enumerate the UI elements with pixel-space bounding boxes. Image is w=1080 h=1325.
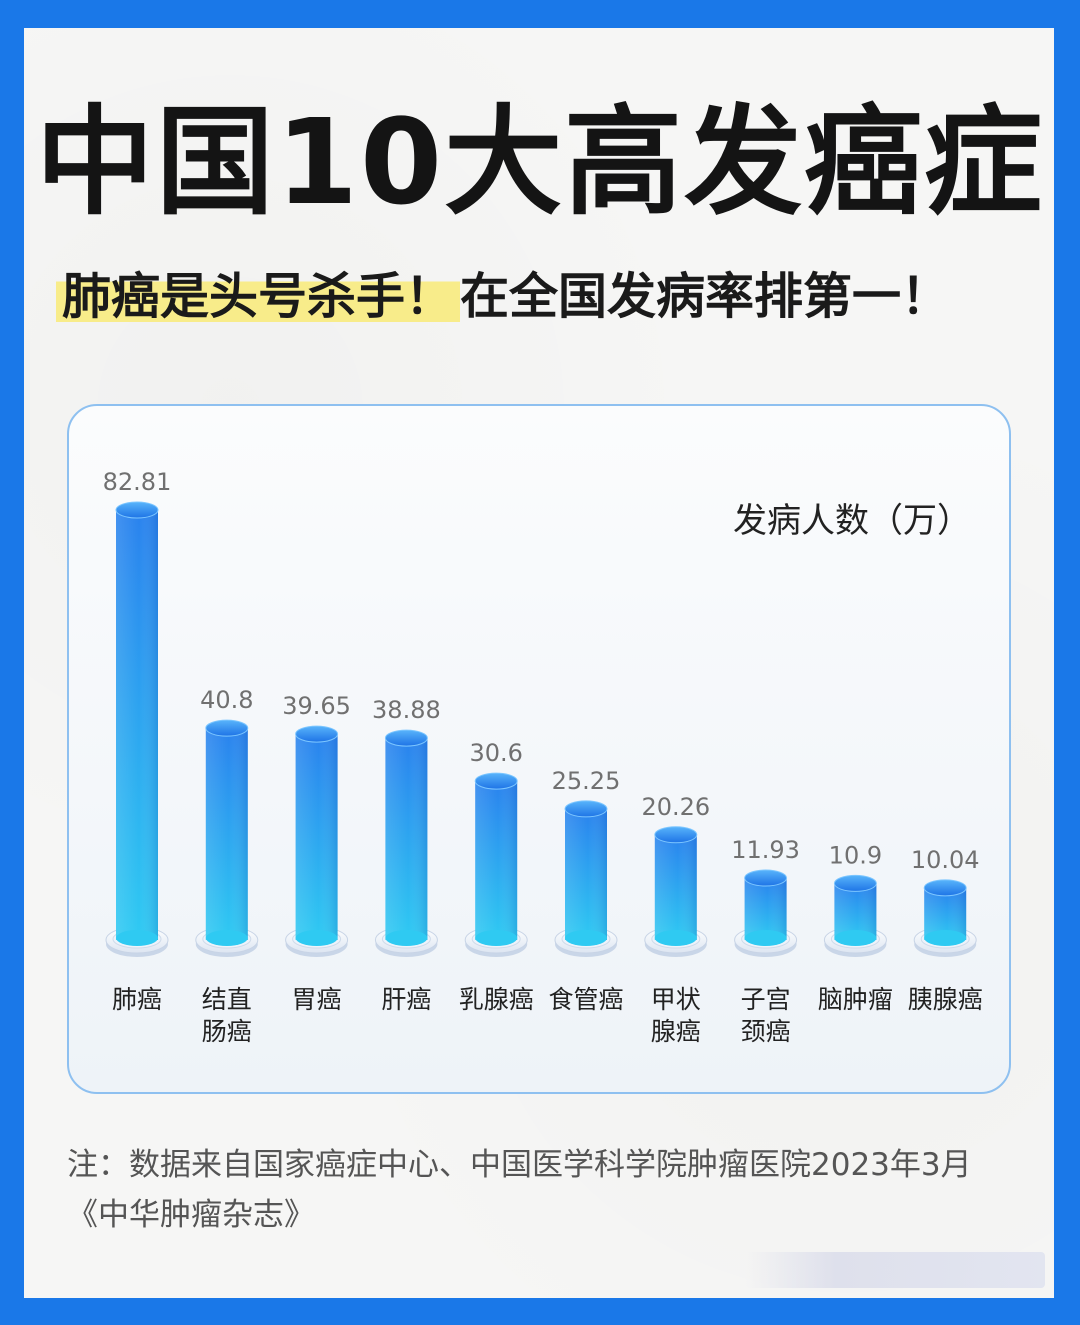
bar-shading xyxy=(565,808,607,940)
bar-value-label: 38.88 xyxy=(372,696,441,724)
subtitle-highlight: 肺癌是头号杀手！ xyxy=(56,262,461,332)
category-label: 腺癌 xyxy=(651,1017,701,1046)
bar-top-cap xyxy=(744,869,788,887)
category-label: 脑肿瘤 xyxy=(818,985,893,1014)
bar-value-label: 30.6 xyxy=(469,739,522,767)
bar-shading xyxy=(475,781,518,940)
bar-top-cap xyxy=(295,725,339,743)
bar-bottom-cap xyxy=(385,930,428,946)
category-label: 胰腺癌 xyxy=(908,985,983,1014)
subtitle: 肺癌是头号杀手！ 在全国发病率排第一！ xyxy=(56,262,1036,332)
unit-label: 发病人数（万） xyxy=(733,501,971,541)
category-label: 肺癌 xyxy=(112,985,162,1014)
bar-top-cap xyxy=(564,800,608,818)
bar-value-label: 11.93 xyxy=(731,836,800,864)
bar-top-cap xyxy=(205,719,249,737)
bar-value-label: 20.26 xyxy=(641,793,710,821)
category-label: 颈癌 xyxy=(741,1017,791,1046)
chart-card: 发病人数（万） 82.81 肺癌 40.8 结直肠癌 39.65 胃癌 38.88 肝癌 30.… xyxy=(67,404,1011,1094)
page-title: 中国10大高发癌症 xyxy=(35,93,1045,231)
bar-top-cap xyxy=(654,826,698,844)
category-label: 甲状 xyxy=(651,985,701,1014)
bar-top-cap xyxy=(923,879,967,897)
bar-bottom-cap xyxy=(565,930,607,946)
bar-top-cap xyxy=(833,874,877,892)
bar-value-label: 25.25 xyxy=(552,767,621,795)
bar-value-label: 10.9 xyxy=(829,841,882,869)
category-label: 乳腺癌 xyxy=(459,985,534,1014)
bar-top-cap xyxy=(474,772,518,790)
footnote: 注：数据来自国家癌症中心、中国医学科学院肿瘤医院2023年3月《中华肿瘤杂志》 xyxy=(67,1147,972,1233)
category-label: 子宫 xyxy=(741,985,791,1014)
bar-shading xyxy=(116,510,158,940)
category-label: 肝癌 xyxy=(381,985,431,1014)
bar-value-label: 40.8 xyxy=(200,686,253,714)
bar-bottom-cap xyxy=(295,930,338,946)
bar-bottom-cap xyxy=(924,930,967,946)
category-label: 胃癌 xyxy=(292,985,342,1014)
bar-shading xyxy=(654,834,697,940)
bar-bottom-cap xyxy=(475,930,518,946)
bar-value-label: 39.65 xyxy=(282,692,351,720)
category-label: 肠癌 xyxy=(202,1017,252,1046)
bar-bottom-cap xyxy=(205,930,248,946)
bar-shading xyxy=(744,878,787,940)
watermark xyxy=(745,1252,1045,1288)
category-label: 食管癌 xyxy=(548,985,623,1014)
bar-shading xyxy=(295,734,338,940)
bar-bottom-cap xyxy=(654,930,697,946)
bar-bottom-cap xyxy=(116,930,158,946)
category-label: 结直 xyxy=(202,985,252,1014)
subtitle-rest: 在全国发病率排第一！ xyxy=(460,268,951,325)
bar-shading xyxy=(385,738,428,940)
bar-top-cap xyxy=(384,729,428,747)
bar-shading xyxy=(205,728,248,940)
bar-value-label: 82.81 xyxy=(103,468,172,496)
bar-bottom-cap xyxy=(744,930,787,946)
bar-value-label: 10.04 xyxy=(911,846,980,874)
bar-bottom-cap xyxy=(834,930,877,946)
bar-top-cap xyxy=(115,501,159,519)
